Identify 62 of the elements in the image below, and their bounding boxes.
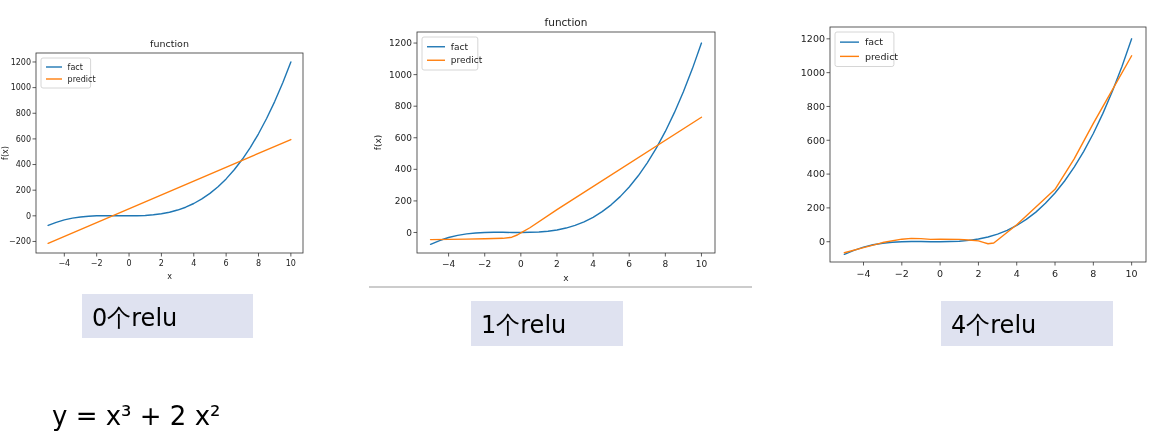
x-tick-label: 6 xyxy=(1052,267,1059,279)
y-axis-title: f(x) xyxy=(1,146,10,160)
y-tick-label: 1000 xyxy=(10,83,31,93)
text: 1个relu xyxy=(481,311,567,340)
x-tick-label: −4 xyxy=(441,259,456,269)
y-tick-label: 1200 xyxy=(800,33,825,45)
x-tick-label: 2 xyxy=(158,259,164,268)
x-tick-label: −2 xyxy=(90,259,103,268)
y-tick-label: 400 xyxy=(15,160,31,170)
y-tick-label: 200 xyxy=(394,196,413,207)
y-tick-label: −200 xyxy=(9,237,31,247)
y-axis-title: f(x) xyxy=(372,134,383,151)
text: 4个relu xyxy=(951,311,1037,340)
x-tick-label: 8 xyxy=(1090,267,1097,279)
x-tick-label: 8 xyxy=(255,259,262,268)
chart-title: function xyxy=(544,16,588,28)
x-tick-label: 10 xyxy=(285,259,296,268)
y-tick-label: 200 xyxy=(806,202,825,214)
x-tick-label: −2 xyxy=(894,267,909,279)
x-tick-label: 10 xyxy=(1125,267,1138,279)
y-tick-label: 0 xyxy=(25,211,31,221)
x-tick-label: 6 xyxy=(626,259,633,269)
y-tick-label: 0 xyxy=(406,227,413,238)
legend-label: predict xyxy=(67,74,96,84)
x-tick-label: 4 xyxy=(191,259,197,268)
x-tick-label: −4 xyxy=(856,267,871,279)
x-tick-label: 6 xyxy=(223,259,229,268)
y-tick-label: 800 xyxy=(806,100,825,112)
x-tick-label: 4 xyxy=(590,259,597,269)
legend-label: fact xyxy=(450,41,469,52)
y-tick-label: 0 xyxy=(818,236,825,248)
x-axis-title: x xyxy=(167,272,173,281)
x-tick-label: 0 xyxy=(126,259,132,268)
x-tick-label: −4 xyxy=(58,259,71,268)
y-tick-label: 1200 xyxy=(10,57,31,67)
legend-label: fact xyxy=(67,62,83,72)
x-tick-label: 0 xyxy=(517,259,524,269)
x-tick-label: −2 xyxy=(478,259,492,269)
y-tick-label: 800 xyxy=(15,109,31,119)
legend-label: predict xyxy=(450,55,483,66)
y-tick-label: 1000 xyxy=(800,66,825,78)
y-tick-label: 800 xyxy=(394,101,413,112)
y-tick-label: 400 xyxy=(394,164,413,175)
y-tick-label: 600 xyxy=(15,134,31,144)
legend-label: predict xyxy=(864,50,899,62)
x-tick-label: 2 xyxy=(975,267,982,279)
y-tick-label: 600 xyxy=(806,134,825,146)
x-tick-label: 0 xyxy=(937,267,944,279)
y-tick-label: 600 xyxy=(394,132,413,143)
y-tick-label: 400 xyxy=(806,168,825,180)
legend-label: fact xyxy=(864,36,884,48)
x-tick-label: 4 xyxy=(1013,267,1020,279)
y-tick-label: 1200 xyxy=(389,38,413,49)
x-tick-label: 8 xyxy=(662,259,669,269)
text: 0个relu xyxy=(92,303,178,332)
chart-title: function xyxy=(150,38,189,49)
y-tick-label: 200 xyxy=(15,185,31,195)
text: y = x³ + 2 x² xyxy=(52,401,221,431)
x-tick-label: 2 xyxy=(554,259,560,269)
x-axis-title: x xyxy=(563,273,570,283)
y-tick-label: 1000 xyxy=(389,69,413,80)
x-tick-label: 10 xyxy=(695,259,708,269)
